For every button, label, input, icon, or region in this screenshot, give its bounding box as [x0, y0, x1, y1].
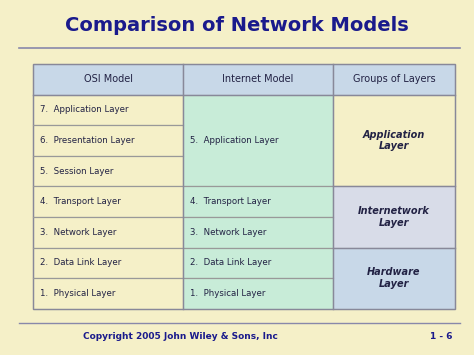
Bar — [183, 248, 333, 278]
Bar — [33, 64, 455, 309]
Text: 3.  Network Layer: 3. Network Layer — [40, 228, 117, 237]
Bar — [33, 94, 183, 125]
Bar — [333, 248, 455, 309]
Bar — [333, 94, 455, 186]
Text: 5.  Session Layer: 5. Session Layer — [40, 166, 114, 176]
Text: 6.  Presentation Layer: 6. Presentation Layer — [40, 136, 135, 145]
Bar — [33, 64, 183, 94]
Text: 4.  Transport Layer: 4. Transport Layer — [190, 197, 271, 206]
Bar — [333, 64, 455, 94]
Text: Copyright 2005 John Wiley & Sons, Inc: Copyright 2005 John Wiley & Sons, Inc — [82, 332, 278, 341]
Text: OSI Model: OSI Model — [83, 74, 133, 84]
Bar — [183, 94, 333, 186]
Text: 2.  Data Link Layer: 2. Data Link Layer — [190, 258, 271, 267]
Text: Comparison of Network Models: Comparison of Network Models — [65, 16, 409, 35]
Text: 2.  Data Link Layer: 2. Data Link Layer — [40, 258, 121, 267]
Bar — [183, 64, 333, 94]
Text: 5.  Application Layer: 5. Application Layer — [190, 136, 279, 145]
Bar — [183, 186, 333, 217]
Bar — [33, 156, 183, 186]
Text: 1.  Physical Layer: 1. Physical Layer — [40, 289, 116, 298]
Bar — [33, 248, 183, 278]
Text: 4.  Transport Layer: 4. Transport Layer — [40, 197, 121, 206]
Text: 1 - 6: 1 - 6 — [429, 332, 452, 341]
Text: 1.  Physical Layer: 1. Physical Layer — [190, 289, 265, 298]
Bar — [33, 125, 183, 156]
Text: Internet Model: Internet Model — [222, 74, 293, 84]
Bar — [33, 217, 183, 248]
Text: 7.  Application Layer: 7. Application Layer — [40, 105, 129, 114]
Bar — [33, 186, 183, 217]
Text: Groups of Layers: Groups of Layers — [353, 74, 435, 84]
Bar — [33, 278, 183, 309]
Bar — [183, 278, 333, 309]
Text: Hardware
Layer: Hardware Layer — [367, 267, 420, 289]
Text: 3.  Network Layer: 3. Network Layer — [190, 228, 266, 237]
Text: Internetwork
Layer: Internetwork Layer — [358, 206, 430, 228]
Bar — [333, 186, 455, 248]
Bar — [183, 217, 333, 248]
Text: Application
Layer: Application Layer — [363, 130, 425, 151]
